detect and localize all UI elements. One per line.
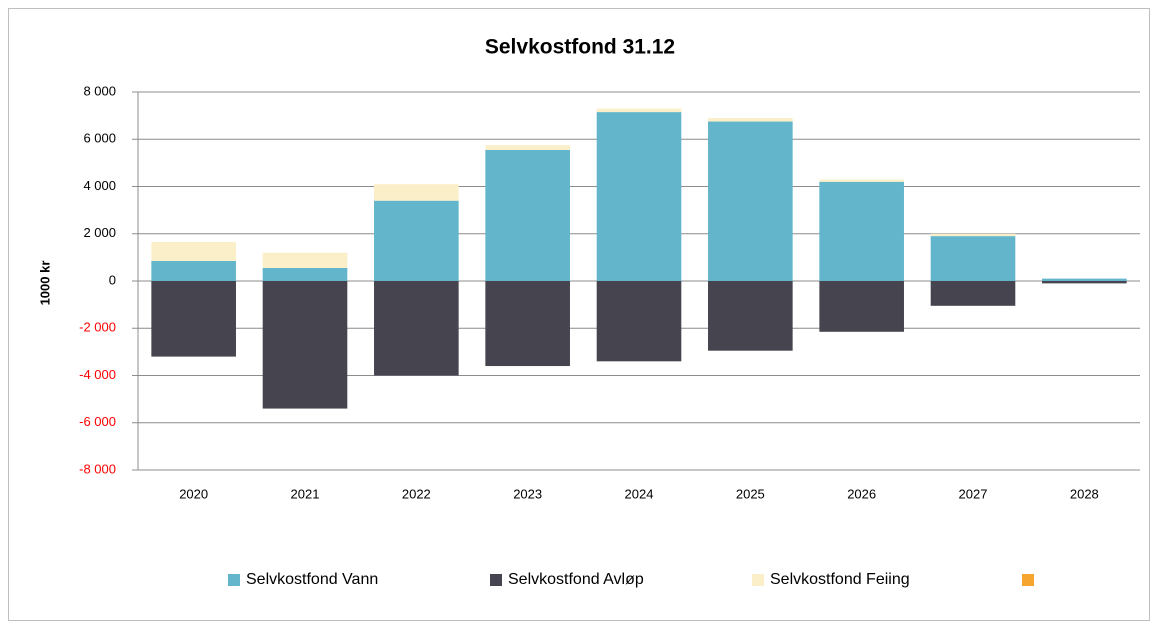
y-tick-label: 0 bbox=[109, 272, 116, 287]
x-tick-label: 2021 bbox=[291, 486, 320, 501]
bar bbox=[596, 112, 682, 281]
bar bbox=[151, 281, 236, 357]
bar bbox=[485, 149, 570, 281]
bar bbox=[262, 252, 348, 269]
y-tick-label: -8 000 bbox=[79, 461, 116, 476]
bar bbox=[485, 281, 570, 367]
legend-swatch bbox=[752, 574, 764, 586]
bar bbox=[374, 184, 459, 201]
x-tick-label: 2026 bbox=[847, 486, 876, 501]
y-tick-label: 2 000 bbox=[83, 225, 116, 240]
x-tick-label: 2020 bbox=[179, 486, 208, 501]
bar bbox=[819, 179, 904, 182]
legend-swatch bbox=[1022, 574, 1034, 586]
y-tick-label: -6 000 bbox=[79, 414, 116, 429]
x-tick-label: 2028 bbox=[1070, 486, 1099, 501]
y-axis-label: 1000 kr bbox=[37, 261, 52, 306]
bar bbox=[374, 200, 459, 281]
bar bbox=[596, 281, 682, 362]
bar bbox=[1042, 281, 1127, 284]
legend-label: Selvkostfond Vann bbox=[246, 571, 378, 588]
y-tick-label: 6 000 bbox=[83, 131, 116, 146]
bar bbox=[485, 145, 570, 150]
bar bbox=[930, 236, 1016, 281]
x-tick-label: 2027 bbox=[959, 486, 988, 501]
chart-title: Selvkostfond 31.12 bbox=[485, 36, 675, 59]
y-tick-label: 8 000 bbox=[83, 83, 116, 98]
bar bbox=[708, 121, 793, 281]
bar bbox=[930, 233, 1016, 237]
x-tick-label: 2025 bbox=[736, 486, 765, 501]
legend-swatch bbox=[490, 574, 502, 586]
legend-swatch bbox=[228, 574, 240, 586]
x-tick-label: 2022 bbox=[402, 486, 431, 501]
bar bbox=[819, 281, 904, 332]
bar bbox=[374, 281, 459, 376]
legend-label: Selvkostfond Feiing bbox=[770, 571, 910, 588]
bar bbox=[262, 268, 348, 281]
y-tick-label: 4 000 bbox=[83, 178, 116, 193]
bar bbox=[151, 242, 236, 261]
bar bbox=[262, 281, 348, 409]
bar bbox=[708, 117, 793, 122]
x-tick-label: 2023 bbox=[513, 486, 542, 501]
bar bbox=[708, 281, 793, 351]
y-tick-label: -2 000 bbox=[79, 320, 116, 335]
x-tick-label: 2024 bbox=[625, 486, 654, 501]
bar bbox=[930, 281, 1016, 306]
bar bbox=[151, 260, 236, 281]
bar bbox=[596, 108, 682, 113]
bar bbox=[819, 181, 904, 281]
legend-label: Selvkostfond Avløp bbox=[508, 571, 644, 588]
y-tick-label: -4 000 bbox=[79, 367, 116, 382]
bar bbox=[1042, 278, 1127, 281]
